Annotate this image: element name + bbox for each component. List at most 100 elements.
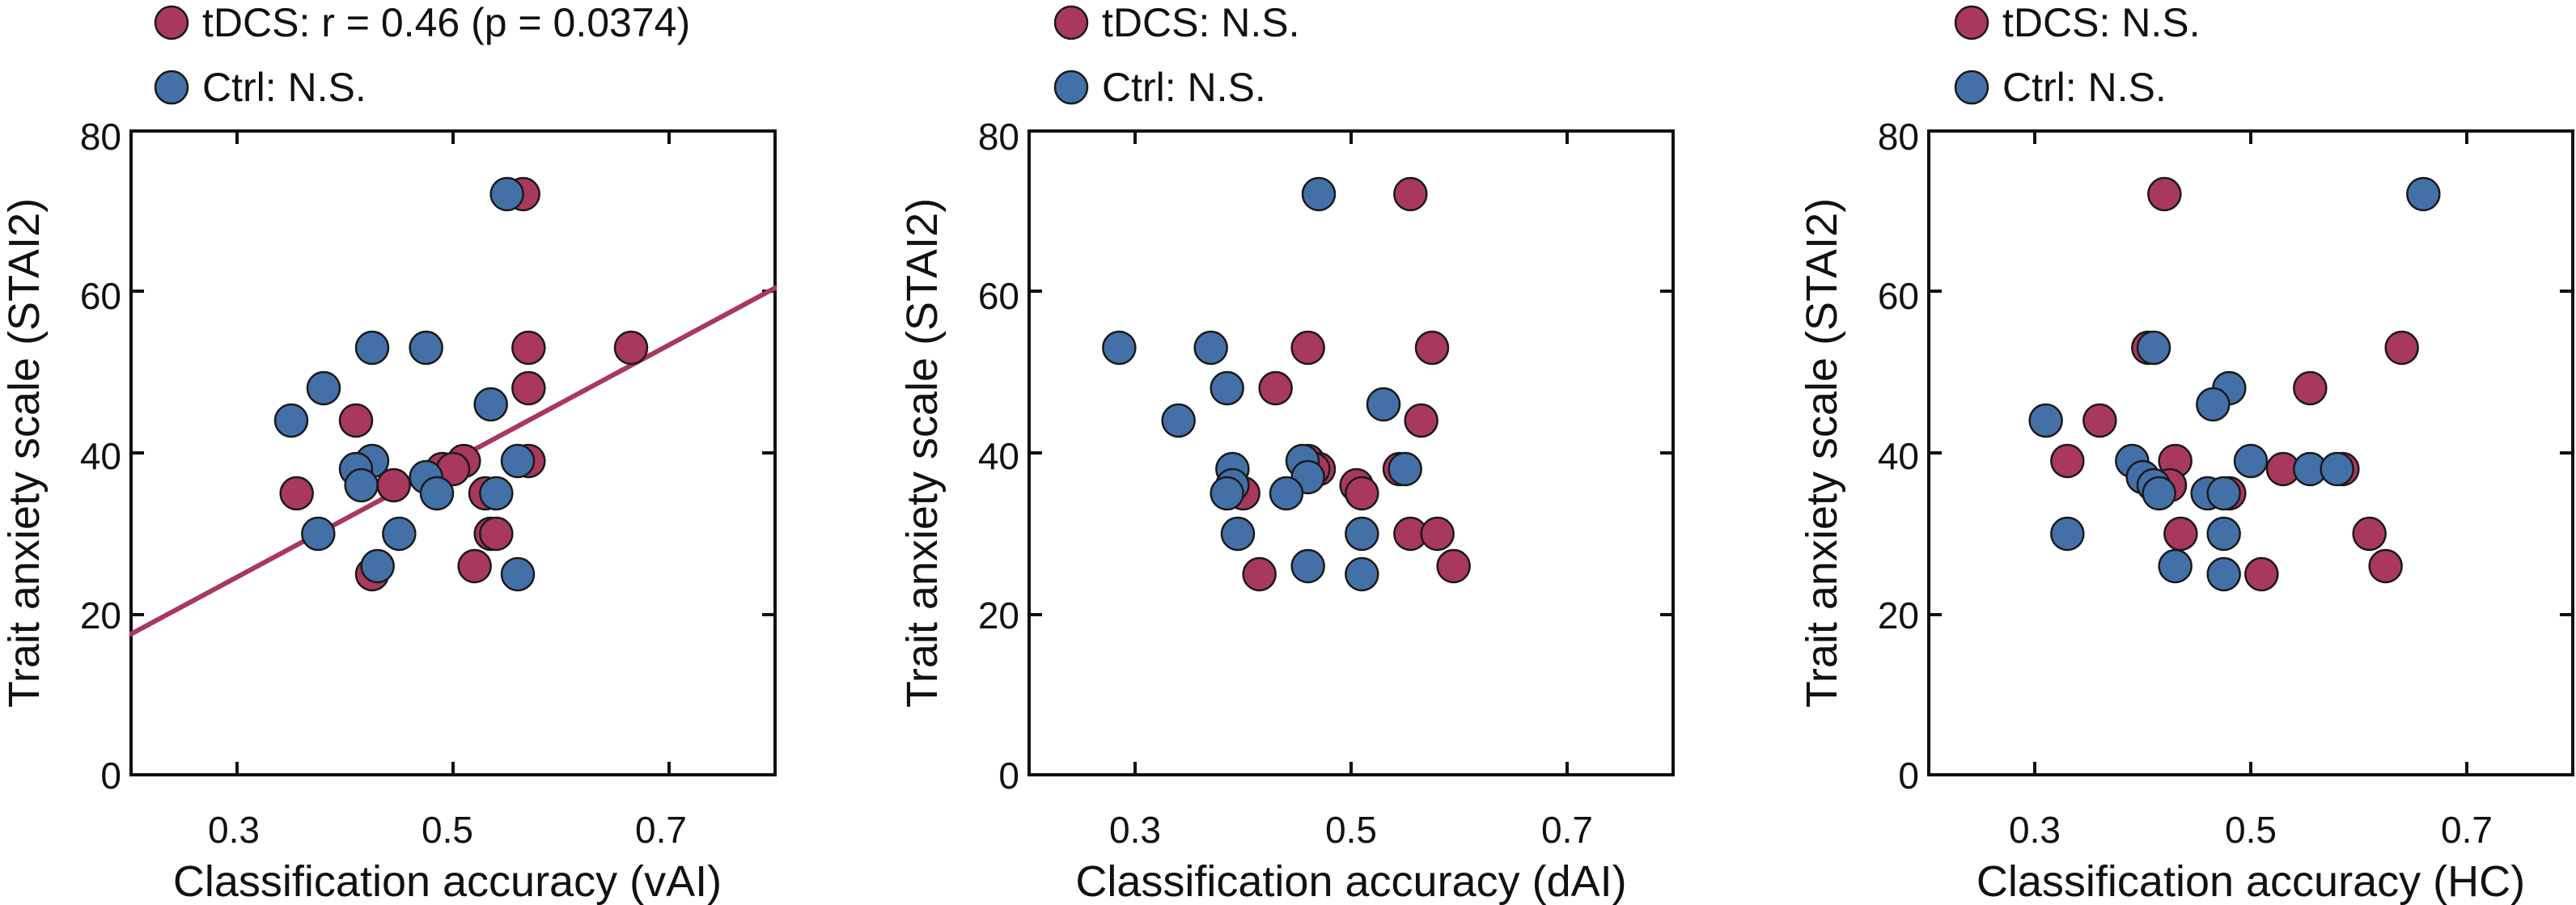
y-tick-label: 40 [80,435,121,477]
legend: tDCS: N.S. Ctrl: N.S. [1053,0,1299,110]
data-point-tdcs [2082,403,2117,438]
data-point-ctrl [2206,556,2241,592]
y-tick-label: 80 [1878,116,1919,158]
data-point-tdcs [2368,548,2403,584]
data-point-tdcs [1345,476,1379,511]
data-point-ctrl [1290,548,1325,584]
data-point-ctrl [479,476,514,511]
y-tick-label: 60 [80,275,121,317]
data-point-ctrl [1220,516,1256,552]
y-axis-label: Trait anxiety scale (STAI2) [898,198,947,708]
y-axis-label: Trait anxiety scale (STAI2) [1798,198,1846,708]
data-point-ctrl [2320,451,2354,487]
data-point-tdcs [1290,330,1325,366]
data-point-tdcs [511,370,546,406]
data-point-tdcs [2163,516,2198,552]
data-point-tdcs [2293,370,2328,406]
data-point-tdcs [457,548,492,584]
data-point-ctrl [1161,403,1196,438]
data-point-tdcs [613,330,649,366]
data-point-ctrl [1210,476,1244,511]
data-point-ctrl [500,443,536,479]
plot-frame [1027,129,1675,776]
data-point-tdcs [2050,443,2085,479]
data-point-ctrl [301,516,336,552]
data-point-tdcs [2147,176,2182,212]
data-point-ctrl [360,548,395,584]
points [1102,176,1471,592]
legend-label-ctrl: Ctrl: N.S. [1102,65,1266,110]
data-point-ctrl [2406,176,2441,212]
x-axis-label: Classification accuracy (HC) [1976,857,2525,905]
y-tick-label: 20 [1878,594,1919,636]
panel-dai: tDCS: N.S. Ctrl: N.S. Trait anxiety scal… [898,0,1675,905]
data-point-ctrl [382,516,417,552]
data-point-ctrl [1102,330,1137,366]
x-tick-label: 0.7 [635,809,687,851]
y-tick-label: 20 [80,594,121,636]
data-point-ctrl [273,403,309,438]
data-point-ctrl [489,176,524,212]
data-point-tdcs [2244,556,2279,592]
legend-marker-tdcs [154,5,189,40]
x-tick-label: 0.5 [422,809,473,851]
legend: tDCS: r = 0.46 (p = 0.0374) Ctrl: N.S. [154,0,690,110]
data-point-tdcs [1414,330,1450,366]
legend: tDCS: N.S. Ctrl: N.S. [1954,0,2200,110]
y-tick-labels: 0 20 40 60 80 [978,116,1019,797]
data-point-tdcs [511,330,546,366]
y-tick-label: 60 [1878,275,1919,317]
y-tick-label: 0 [100,755,121,797]
legend-label-ctrl: Ctrl: N.S. [202,65,366,110]
data-point-ctrl [306,370,341,406]
data-point-ctrl [2028,403,2063,438]
legend-label-tdcs: tDCS: N.S. [2002,0,2200,45]
data-point-ctrl [419,476,455,511]
panel-vai: tDCS: r = 0.46 (p = 0.0374) Ctrl: N.S. T… [0,0,777,905]
y-axis-label: Trait anxiety scale (STAI2) [0,198,49,708]
data-point-tdcs [2352,516,2387,552]
data-point-ctrl [2158,548,2193,584]
x-tick-labels: 0.3 0.5 0.7 [2009,809,2493,851]
legend-marker-ctrl [1954,70,1989,105]
plot-area [129,129,777,776]
y-tick-label: 20 [978,594,1019,636]
data-point-tdcs [279,476,314,511]
data-point-tdcs [338,403,374,438]
data-point-tdcs [479,516,514,552]
legend-marker-tdcs [1053,5,1089,40]
data-point-tdcs [2384,330,2419,366]
legend-marker-ctrl [154,70,189,105]
y-tick-label: 80 [978,116,1019,158]
data-point-ctrl [1301,176,1337,212]
data-point-ctrl [1345,556,1379,592]
data-point-ctrl [2196,387,2231,422]
x-axis-label: Classification accuracy (vAI) [173,857,722,905]
data-point-ctrl [2142,476,2176,511]
data-point-ctrl [2206,476,2241,511]
x-tick-label: 0.7 [1541,809,1593,851]
x-tick-label: 0.7 [2441,809,2493,851]
panel-hc: tDCS: N.S. Ctrl: N.S. Trait anxiety scal… [1798,0,2574,905]
data-point-ctrl [1345,516,1379,552]
legend-marker-tdcs [1954,5,1989,40]
x-tick-labels: 0.3 0.5 0.7 [208,809,687,851]
x-tick-label: 0.3 [1109,809,1161,851]
data-point-ctrl [409,330,443,366]
legend-label-tdcs: tDCS: N.S. [1102,0,1299,45]
y-tick-label: 40 [1878,435,1919,477]
x-axis-label: Classification accuracy (dAI) [1075,857,1626,905]
ticks [1929,131,2573,775]
data-point-ctrl [1388,451,1422,487]
data-point-tdcs [1436,548,1471,584]
data-point-tdcs [1258,370,1293,406]
data-point-ctrl [473,387,508,422]
y-tick-label: 0 [998,755,1019,797]
data-point-tdcs [1404,403,1438,438]
points [2028,176,2441,592]
data-point-ctrl [2233,443,2269,479]
y-tick-label: 40 [978,435,1019,477]
x-tick-labels: 0.3 0.5 0.7 [1109,809,1593,851]
points [273,176,649,592]
